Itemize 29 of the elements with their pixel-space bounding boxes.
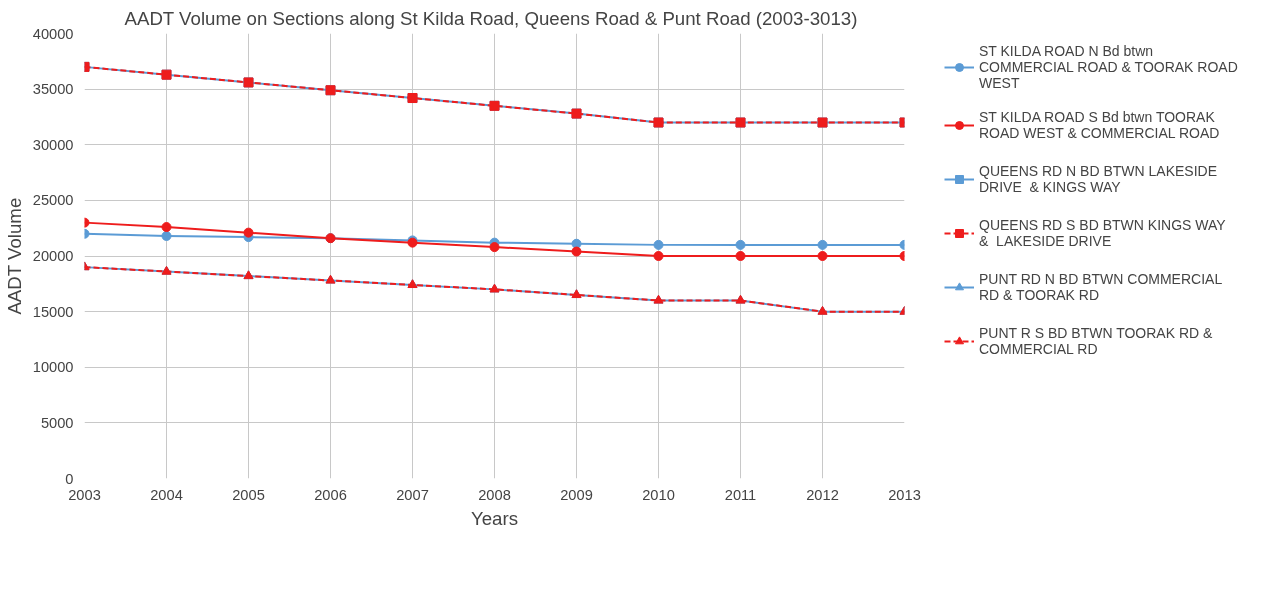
- legend-label: ST KILDA ROAD S Bd btwn TOORAK ROAD WEST & COMMERCIAL ROAD: [979, 108, 1220, 143]
- legend-label: QUEENS RD S BD BTWN KINGS WAY & LAKESIDE DRIVE: [979, 216, 1226, 251]
- legend-label: ST KILDA ROAD N Bd btwn COMMERCIAL ROAD & TOORAK ROAD WEST: [979, 43, 1238, 91]
- legend-label: QUEENS RD N BD BTWN LAKESIDE DRIVE & KINGS WAY: [979, 162, 1218, 197]
- x-tick-label: 2005: [232, 486, 265, 503]
- y-tick-label: 15000: [32, 303, 74, 320]
- y-axis-title: AADT Volume: [3, 197, 25, 315]
- x-tick-label: 2004: [150, 486, 183, 503]
- y-tick-label: 20000: [32, 248, 74, 264]
- y-tick-label: 10000: [32, 359, 74, 376]
- x-axis-title: Years: [470, 507, 519, 529]
- x-tick-label: 2010: [642, 486, 675, 503]
- y-tick-label: 35000: [32, 81, 74, 98]
- x-tick-label: 2003: [68, 486, 101, 503]
- legend-label: PUNT R S BD BTWN TOORAK RD & COMMERCIAL RD: [979, 324, 1213, 359]
- x-tick-label: 2009: [560, 486, 593, 503]
- x-tick-label: 2013: [888, 486, 921, 503]
- chart-title: AADT Volume on Sections along St Kilda Road, Queens Road & Punt Road (2003-3013): [124, 7, 858, 29]
- x-tick-label: 2006: [314, 486, 347, 503]
- y-tick-label: 5000: [40, 414, 74, 431]
- y-tick-label: 40000: [32, 25, 74, 42]
- y-tick-label: 25000: [32, 192, 74, 209]
- y-tick-label: 30000: [32, 136, 74, 153]
- x-tick-label: 2007: [396, 486, 429, 503]
- y-tick-label: 0: [65, 470, 74, 487]
- x-tick-label: 2008: [478, 486, 511, 503]
- x-tick-label: 2012: [806, 486, 839, 503]
- legend-label: PUNT RD N BD BTWN COMMERCIAL RD & TOORAK RD: [979, 270, 1223, 305]
- x-tick-label: 2011: [724, 486, 757, 503]
